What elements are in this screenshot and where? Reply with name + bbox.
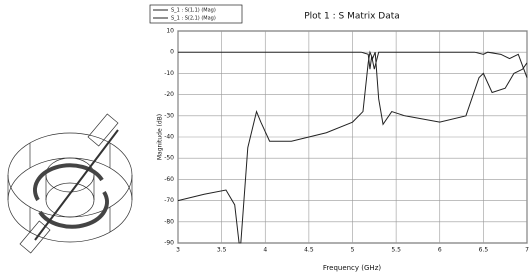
x-tick-label: 5.5 [391,247,401,254]
chart-title: Plot 1 : S Matrix Data [304,12,400,22]
y-tick-label: -70 [164,197,174,204]
model-3d [8,114,132,253]
x-axis-title: Frequency (GHz) [323,264,381,272]
y-tick-label: 10 [166,28,174,35]
x-tick-label: 3 [176,247,180,254]
x-tick-label: 3.5 [217,247,227,254]
x-tick-label: 4 [263,247,267,254]
y-tick-label: 0 [170,49,174,56]
y-axis-title: Magnitude (dB) [157,114,164,160]
legend-label: S_1 : S(2,1) (Mag) [171,16,216,22]
legend-label: S_1 : S(1,1) (Mag) [171,8,216,14]
y-tick-label: -20 [164,91,174,98]
x-tick-label: 5 [351,247,355,254]
y-tick-label: -10 [164,70,174,77]
page: Plot 1 : S Matrix Data Magnitude (dB) Fr… [0,0,529,280]
y-tick-label: -30 [164,112,174,119]
x-tick-label: 7 [525,247,529,254]
x-tick-label: 4.5 [304,247,314,254]
chart: Plot 1 : S Matrix Data Magnitude (dB) Fr… [0,0,529,276]
y-tick-label: -40 [164,134,174,141]
y-tick-label: -90 [164,240,174,247]
x-tick-label: 6 [438,247,442,254]
y-tick-label: -60 [164,176,174,183]
x-tick-label: 6.5 [479,247,489,254]
y-tick-label: -50 [164,155,174,162]
y-tick-label: -80 [164,218,174,225]
